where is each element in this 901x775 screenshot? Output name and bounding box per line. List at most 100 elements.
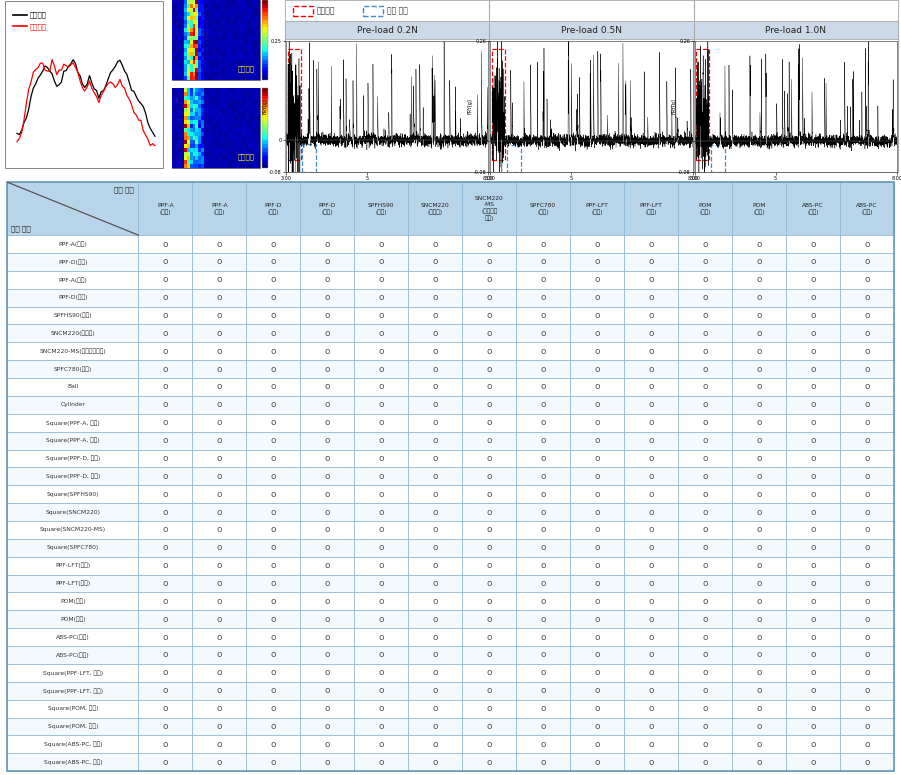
Bar (516, 629, 570, 646)
Bar (213, 20, 216, 24)
Bar (570, 253, 624, 271)
Text: o: o (648, 436, 654, 445)
Text: o: o (432, 346, 438, 356)
Text: o: o (810, 668, 815, 677)
Bar (245, 112, 249, 116)
Text: o: o (487, 472, 492, 480)
Bar (786, 360, 840, 378)
Bar (213, 68, 216, 72)
Bar (732, 343, 786, 360)
Bar (254, 60, 257, 64)
Bar (201, 56, 205, 60)
Bar (207, 28, 210, 32)
Bar (207, 156, 210, 160)
Bar (231, 8, 233, 12)
Text: o: o (648, 293, 654, 302)
Bar (213, 152, 216, 156)
Bar (210, 108, 213, 112)
Bar (175, 16, 177, 20)
Bar (228, 152, 231, 156)
Bar (624, 735, 678, 753)
Bar (189, 72, 193, 76)
Bar (193, 343, 246, 360)
Bar (198, 148, 201, 152)
Bar (300, 539, 354, 556)
Bar (678, 611, 732, 629)
Text: PPF-A(상온): PPF-A(상온) (59, 241, 87, 247)
Bar (207, 100, 210, 104)
Bar (219, 96, 222, 100)
Bar (257, 20, 260, 24)
Bar (242, 96, 245, 100)
Bar (228, 88, 231, 92)
Text: o: o (864, 436, 869, 445)
Bar (207, 116, 210, 120)
Bar (187, 68, 189, 72)
Bar (262, 61, 268, 64)
Text: o: o (432, 275, 438, 284)
Bar (262, 0, 268, 2)
Text: PPF-LFT
(열화): PPF-LFT (열화) (640, 202, 662, 215)
Bar (181, 48, 184, 52)
Bar (205, 24, 207, 28)
Bar (216, 156, 219, 160)
Bar (462, 611, 516, 629)
Bar (210, 24, 213, 28)
Bar (139, 289, 193, 307)
Bar (205, 144, 207, 148)
Bar (516, 539, 570, 556)
Text: o: o (648, 454, 654, 463)
Bar (219, 140, 222, 144)
Bar (245, 72, 249, 76)
Bar (181, 44, 184, 48)
Bar (207, 72, 210, 76)
Bar (193, 36, 196, 40)
Bar (242, 88, 245, 92)
Bar (198, 152, 201, 156)
Bar (222, 156, 225, 160)
Bar (172, 0, 260, 80)
Bar (175, 96, 177, 100)
Bar (175, 28, 177, 32)
Bar (262, 13, 268, 16)
Bar (175, 60, 177, 64)
Bar (175, 12, 177, 16)
Bar (254, 112, 257, 116)
Bar (678, 271, 732, 289)
Bar (193, 4, 196, 8)
Bar (201, 64, 205, 68)
Bar (570, 485, 624, 503)
Bar (786, 307, 840, 325)
Bar (201, 136, 205, 140)
Bar (624, 414, 678, 432)
Bar (213, 124, 216, 128)
Bar (354, 611, 408, 629)
Bar (193, 40, 196, 44)
Bar (219, 68, 222, 72)
Bar (201, 76, 205, 80)
Bar (213, 64, 216, 68)
Bar (624, 592, 678, 611)
Bar (678, 289, 732, 307)
Bar (184, 112, 187, 116)
Bar (139, 735, 193, 753)
Bar (222, 104, 225, 108)
Bar (189, 152, 193, 156)
Bar (172, 128, 175, 132)
Bar (231, 72, 233, 76)
Text: o: o (432, 740, 438, 749)
Text: o: o (702, 418, 707, 427)
Bar (219, 128, 222, 132)
Bar (216, 120, 219, 124)
Bar (175, 124, 177, 128)
Bar (242, 160, 245, 164)
Text: o: o (487, 364, 492, 374)
Text: o: o (270, 508, 276, 517)
Text: o: o (541, 401, 546, 409)
Bar (408, 343, 462, 360)
Bar (139, 700, 193, 718)
Bar (187, 64, 189, 68)
Bar (840, 682, 894, 700)
Bar (516, 735, 570, 753)
Text: o: o (756, 740, 761, 749)
